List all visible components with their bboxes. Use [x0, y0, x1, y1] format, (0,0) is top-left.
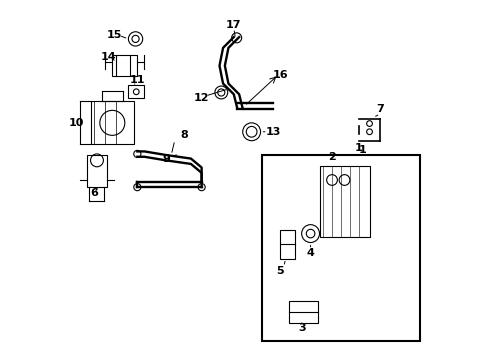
Text: 7: 7	[376, 104, 384, 113]
Text: 3: 3	[297, 323, 305, 333]
Text: 17: 17	[225, 19, 241, 30]
Text: 14: 14	[101, 52, 116, 62]
Text: 6: 6	[90, 188, 98, 198]
Bar	[280, 230, 294, 258]
Text: 2: 2	[327, 152, 335, 162]
Bar	[87, 155, 107, 187]
Bar	[128, 85, 144, 98]
Text: 8: 8	[180, 130, 187, 140]
Bar	[112, 55, 137, 76]
Bar	[91, 102, 134, 144]
Text: 11: 11	[129, 75, 145, 85]
Bar	[319, 166, 369, 237]
Bar	[288, 301, 317, 323]
Bar	[262, 155, 419, 341]
Text: 4: 4	[306, 248, 314, 258]
Text: 1: 1	[354, 143, 362, 153]
Text: 13: 13	[265, 127, 280, 137]
Text: 15: 15	[106, 30, 122, 40]
Text: 12: 12	[193, 93, 209, 103]
Text: 16: 16	[272, 69, 287, 80]
Text: 5: 5	[276, 266, 284, 276]
Text: 1: 1	[358, 145, 366, 155]
Text: 9: 9	[162, 154, 169, 163]
Text: 10: 10	[69, 118, 84, 128]
